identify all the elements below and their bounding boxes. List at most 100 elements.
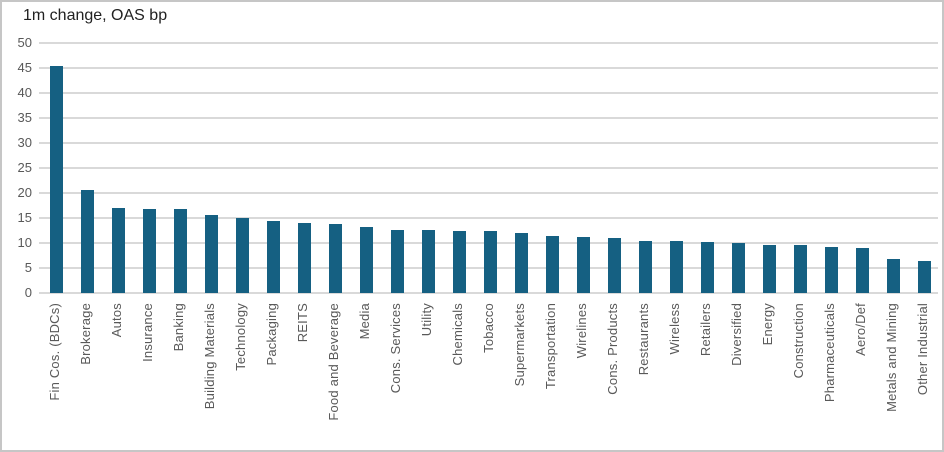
y-tick-label: 45	[17, 60, 32, 75]
chart-title: 1m change, OAS bp	[23, 7, 168, 24]
bar	[267, 221, 280, 293]
gridline-y20	[39, 192, 938, 194]
x-label-cell: Tobacco	[473, 303, 504, 450]
y-tick-label: 5	[24, 260, 32, 275]
x-label-cell: Fin Cos. (BDCs)	[39, 303, 70, 450]
bar	[577, 237, 590, 293]
bar	[50, 65, 63, 293]
bar	[639, 240, 652, 293]
category-label: Wirelines	[574, 303, 589, 359]
category-label: Food and Beverage	[326, 303, 341, 421]
bar	[918, 261, 931, 293]
x-label-cell: Transportation	[535, 303, 566, 450]
category-label: Cons. Services	[388, 303, 403, 394]
gridline-y35	[39, 117, 938, 119]
bar	[856, 247, 869, 293]
category-label: Media	[357, 303, 372, 340]
bar	[174, 209, 187, 293]
x-label-cell: Utility	[411, 303, 442, 450]
bar	[205, 215, 218, 293]
x-label-cell: Aero/Def	[845, 303, 876, 450]
bar	[360, 226, 373, 293]
y-tick-label: 15	[17, 210, 32, 225]
bar	[887, 258, 900, 293]
x-label-cell: REITS	[287, 303, 318, 450]
bar	[143, 208, 156, 293]
x-label-cell: Energy	[752, 303, 783, 450]
gridline-y15	[39, 217, 938, 219]
category-label: REITS	[295, 303, 310, 343]
x-label-cell: Supermarkets	[504, 303, 535, 450]
category-label: Tobacco	[481, 303, 496, 353]
bar	[391, 229, 404, 293]
bar	[298, 223, 311, 293]
x-label-cell: Brokerage	[70, 303, 101, 450]
category-label: Diversified	[729, 303, 744, 366]
y-axis-tick-labels: 0 5 10 15 20 25 30 35 40 45 50	[2, 35, 32, 300]
bar	[515, 233, 528, 293]
y-tick-label: 50	[17, 35, 32, 50]
y-tick-label: 0	[24, 285, 32, 300]
x-label-cell: Construction	[783, 303, 814, 450]
x-label-cell: Wirelines	[566, 303, 597, 450]
category-label: Supermarkets	[512, 303, 527, 387]
bar	[732, 242, 745, 293]
x-label-cell: Metals and Mining	[876, 303, 907, 450]
category-label: Other Industrial	[915, 303, 930, 396]
bar	[546, 235, 559, 293]
x-label-cell: Autos	[101, 303, 132, 450]
y-tick-label: 30	[17, 135, 32, 150]
category-label: Autos	[109, 303, 124, 338]
x-label-cell: Chemicals	[442, 303, 473, 450]
gridline-y45	[39, 67, 938, 69]
x-label-cell: Technology	[225, 303, 256, 450]
x-label-cell: Packaging	[256, 303, 287, 450]
x-label-cell: Retailers	[690, 303, 721, 450]
gridline-y25	[39, 167, 938, 169]
bar	[608, 238, 621, 293]
bar	[81, 190, 94, 293]
plot-area	[39, 42, 938, 294]
bar	[701, 242, 714, 293]
gridline-y30	[39, 142, 938, 144]
category-label: Fin Cos. (BDCs)	[47, 303, 62, 401]
category-label: Restaurants	[636, 303, 651, 376]
category-label: Pharmaceuticals	[822, 303, 837, 403]
bar	[112, 207, 125, 293]
bar	[670, 240, 683, 293]
x-label-cell: Cons. Products	[597, 303, 628, 450]
bar	[794, 244, 807, 293]
y-tick-label: 20	[17, 185, 32, 200]
y-tick-label: 35	[17, 110, 32, 125]
x-label-cell: Restaurants	[628, 303, 659, 450]
bar	[825, 246, 838, 293]
category-label: Packaging	[264, 303, 279, 366]
category-label: Technology	[233, 303, 248, 371]
y-tick-label: 25	[17, 160, 32, 175]
x-label-cell: Pharmaceuticals	[814, 303, 845, 450]
gridline-y0	[39, 292, 938, 294]
category-label: Aero/Def	[853, 303, 868, 356]
x-label-cell: Food and Beverage	[318, 303, 349, 450]
x-label-cell: Other Industrial	[907, 303, 938, 450]
category-label: Metals and Mining	[884, 303, 899, 412]
bar	[422, 229, 435, 293]
x-axis-category-labels: Fin Cos. (BDCs) Brokerage Autos Insurance Ba…	[39, 295, 938, 450]
category-label: Cons. Products	[605, 303, 620, 395]
category-label: Building Materials	[202, 303, 217, 410]
category-label: Wireless	[667, 303, 682, 355]
category-label: Transportation	[543, 303, 558, 390]
x-label-cell: Building Materials	[194, 303, 225, 450]
bar	[453, 231, 466, 293]
x-label-cell: Wireless	[659, 303, 690, 450]
category-label: Utility	[419, 303, 434, 337]
category-label: Insurance	[140, 303, 155, 362]
category-label: Brokerage	[78, 303, 93, 365]
x-label-cell: Insurance	[132, 303, 163, 450]
category-label: Chemicals	[450, 303, 465, 366]
y-tick-label: 10	[17, 235, 32, 250]
x-label-cell: Cons. Services	[380, 303, 411, 450]
gridline-y40	[39, 92, 938, 94]
gridline-y50	[39, 42, 938, 44]
